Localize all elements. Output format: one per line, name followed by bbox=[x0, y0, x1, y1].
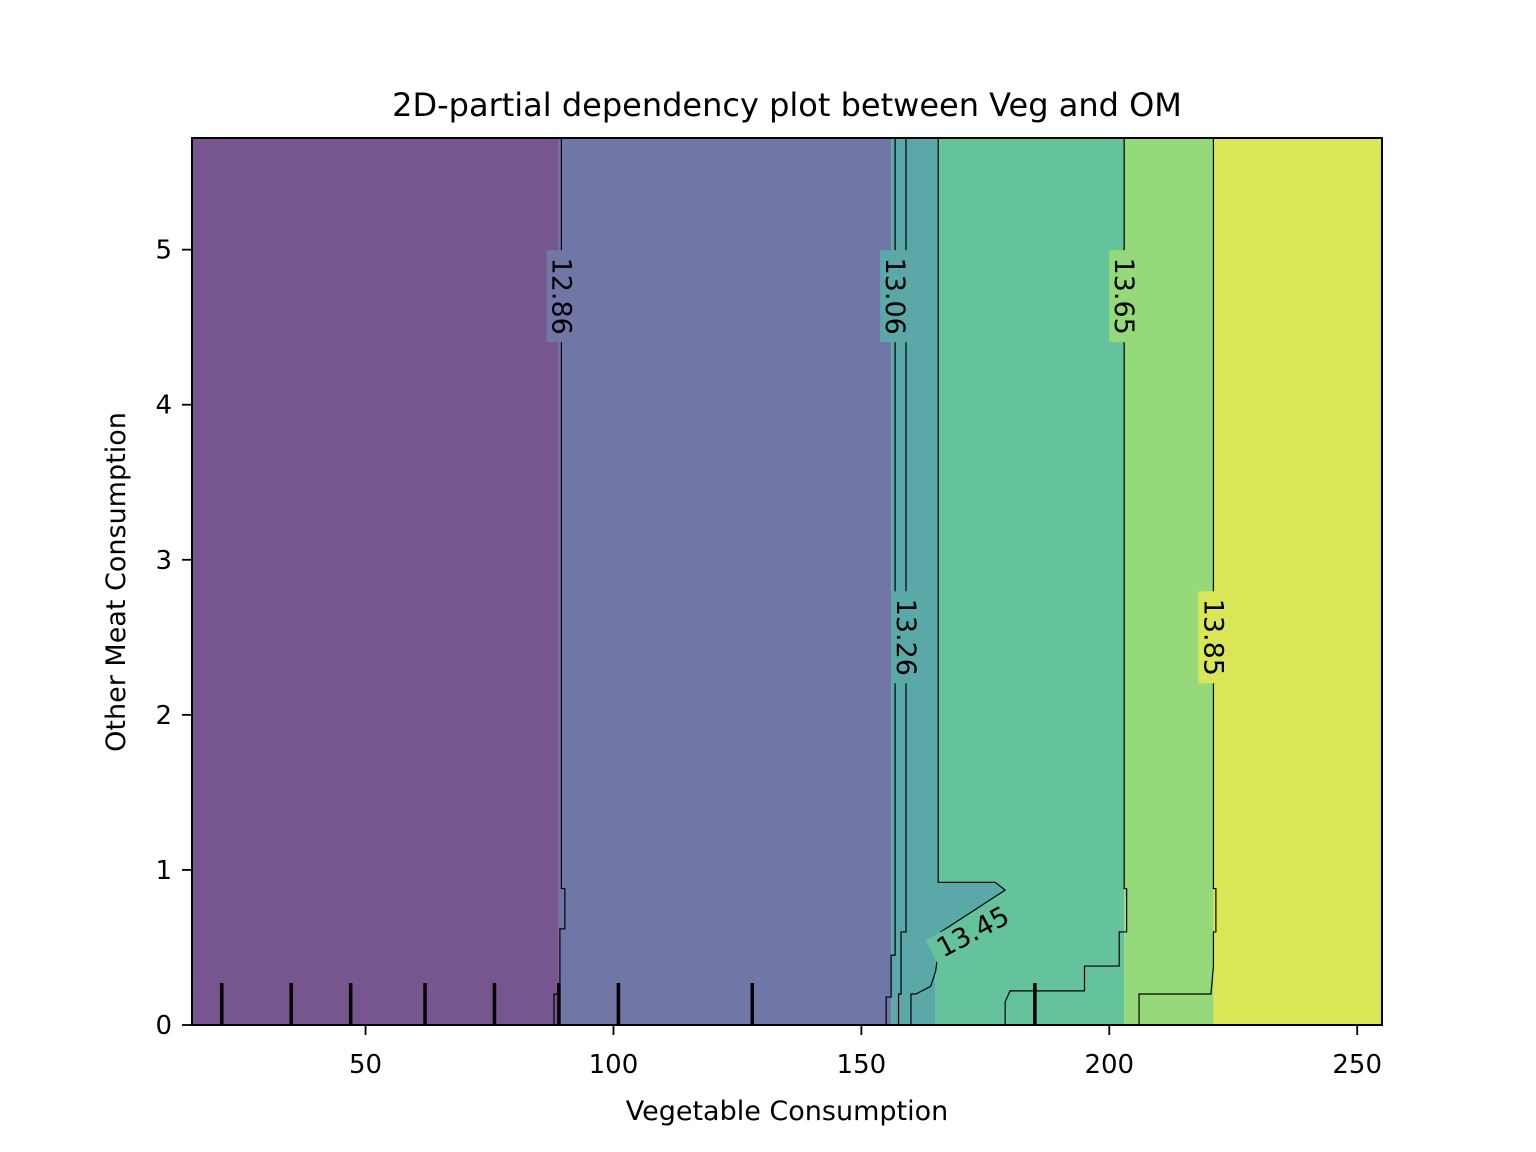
y-tick-label-5: 5 bbox=[155, 236, 172, 266]
contour-region-low bbox=[898, 138, 1006, 1025]
contour-label-group-1: 12.86 bbox=[545, 250, 577, 343]
contour-line-1 bbox=[553, 138, 566, 1025]
x-axis-label: Vegetable Consumption bbox=[626, 1096, 949, 1127]
contour-label-gap-5 bbox=[1109, 250, 1140, 343]
contour-band-1 bbox=[192, 138, 559, 1025]
plot-frame bbox=[191, 137, 1383, 1026]
contour-band-6 bbox=[1213, 138, 1382, 1025]
contour-label-gap-3 bbox=[891, 591, 921, 684]
chart-title: 2D-partial dependency plot between Veg a… bbox=[392, 86, 1182, 124]
contour-band-4 bbox=[935, 138, 1125, 1025]
contour-line-2 bbox=[885, 138, 896, 1025]
contour-label-group-6: 13.85 bbox=[1197, 591, 1229, 684]
y-tick-label-0: 0 bbox=[155, 1011, 172, 1041]
contour-label-gap-4 bbox=[925, 897, 1021, 967]
contour-label-2: 13.06 bbox=[879, 258, 910, 335]
x-axis: 50 100 150 200 250 bbox=[349, 1025, 1382, 1080]
contour-line-5 bbox=[1004, 138, 1128, 1025]
y-axis: 0 1 2 3 4 5 bbox=[155, 236, 192, 1041]
contour-label-gap-2 bbox=[880, 250, 911, 343]
contour-line-6 bbox=[1138, 138, 1217, 1025]
y-tick-label-1: 1 bbox=[155, 856, 172, 886]
contour-band-2 bbox=[558, 138, 892, 1025]
contour-line-3 bbox=[897, 138, 907, 1025]
contour-label-group-2: 13.06 bbox=[879, 250, 911, 343]
y-tick-label-3: 3 bbox=[155, 546, 172, 576]
contour-label-1: 12.86 bbox=[545, 258, 576, 335]
x-tick-label-50: 50 bbox=[349, 1050, 382, 1080]
contour-label-gap-6 bbox=[1198, 591, 1229, 684]
contour-label-gap-1 bbox=[546, 250, 577, 343]
contour-label-3: 13.26 bbox=[890, 599, 921, 676]
x-tick-label-100: 100 bbox=[589, 1050, 639, 1080]
y-tick-label-4: 4 bbox=[155, 391, 172, 421]
contour-label-group-5: 13.65 bbox=[1108, 250, 1140, 343]
contour-label-5: 13.65 bbox=[1108, 258, 1139, 335]
x-tick-label-150: 150 bbox=[837, 1050, 887, 1080]
x-tick-label-200: 200 bbox=[1084, 1050, 1134, 1080]
y-axis-label: Other Meat Consumption bbox=[101, 412, 132, 752]
contour-label-group-3: 13.26 bbox=[890, 591, 921, 684]
contour-label-6: 13.85 bbox=[1197, 599, 1228, 676]
x-tick-label-250: 250 bbox=[1332, 1050, 1382, 1080]
y-tick-label-2: 2 bbox=[155, 701, 172, 731]
